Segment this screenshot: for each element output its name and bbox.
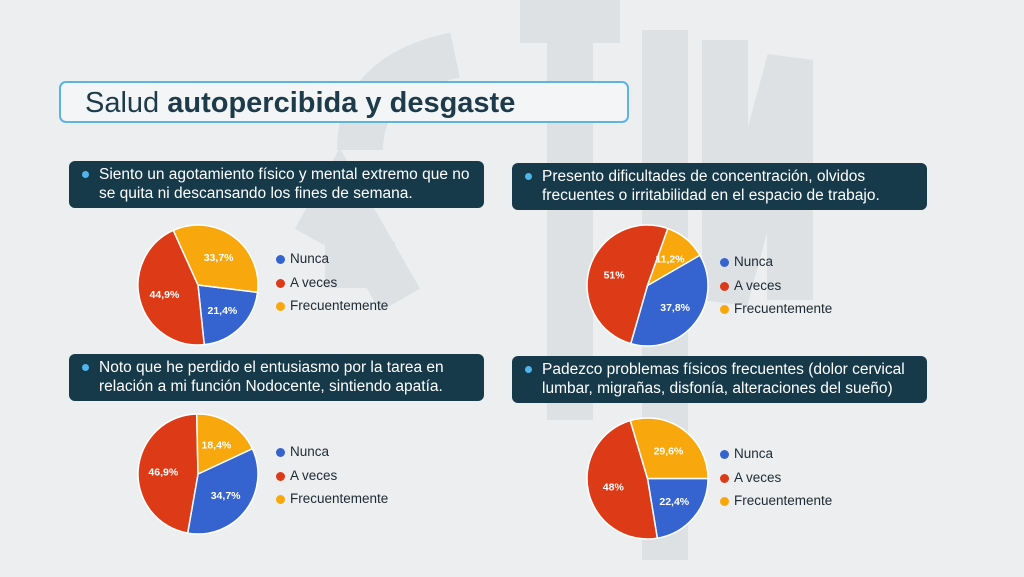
legend-item-aveces: A veces — [276, 468, 388, 492]
pie-label-aveces: 48% — [603, 481, 625, 493]
question-1-text: Siento un agotamiento físico y mental ex… — [99, 166, 470, 202]
bullet-icon — [525, 173, 532, 180]
pie-slice-aveces — [586, 419, 659, 540]
pie-slice-aveces — [586, 224, 669, 345]
pie-svg: 37,8% 51% 11,2% — [586, 224, 709, 347]
page-title: Salud autopercibida y desgaste — [85, 87, 515, 119]
legend-item-nunca: Nunca — [276, 251, 388, 275]
title-regular: Salud — [85, 87, 160, 119]
pie-slice-frecuentemente — [646, 227, 701, 288]
legend-label: Nunca — [290, 251, 330, 266]
pie-label-aveces: 51% — [604, 270, 626, 282]
pie-slice-aveces — [137, 229, 206, 346]
pie-svg: 22,4% 48% 29,6% — [586, 417, 709, 540]
pie-label-frecuentemente: 11,2% — [655, 254, 685, 266]
legend-dot-nunca — [720, 258, 729, 267]
legend-item-nunca: Nunca — [276, 444, 388, 468]
pie-label-frecuentemente: 33,7% — [204, 252, 234, 264]
legend-dot-aveces — [276, 471, 285, 481]
pie-label-aveces: 44,9% — [150, 289, 180, 301]
question-3-text: Noto que he perdido el entusiasmo por la… — [99, 359, 444, 395]
legend-label: A veces — [290, 467, 338, 483]
legend-item-frecuentemente: Frecuentemente — [720, 301, 832, 325]
pie-chart-3: 34,7% 46,9% 18,4% — [137, 413, 259, 535]
legend-dot-aveces — [720, 281, 729, 291]
pie-label-frecuentemente: 18,4% — [201, 439, 231, 451]
legend-item-aveces: A veces — [720, 470, 832, 494]
pie-slice-nunca — [646, 477, 709, 540]
legend-label: A veces — [290, 274, 338, 290]
pie-svg: 21,4% 44,9% 33,7% — [137, 224, 259, 346]
question-3-box: Noto que he perdido el entusiasmo por la… — [69, 354, 484, 401]
question-2-box: Presento dificultades de concentración, … — [512, 163, 927, 210]
bullet-icon — [525, 366, 532, 373]
legend-dot-nunca — [276, 255, 285, 264]
bullet-icon — [82, 364, 89, 371]
question-1-box: Siento un agotamiento físico y mental ex… — [69, 161, 484, 208]
legend-label: A veces — [734, 277, 782, 293]
pie-slice-nunca — [629, 254, 709, 347]
question-4-text: Padezco problemas físicos frecuentes (do… — [542, 361, 905, 397]
legend-label: Frecuentemente — [290, 298, 389, 313]
question-4-box: Padezco problemas físicos frecuentes (do… — [512, 356, 927, 403]
legend-label: Nunca — [734, 446, 774, 461]
pie-label-nunca: 34,7% — [211, 490, 241, 502]
legend-item-frecuentemente: Frecuentemente — [276, 298, 388, 322]
pie-slice-aveces — [137, 413, 199, 534]
pie-label-aveces: 46,9% — [148, 466, 178, 478]
pie-chart-2: 37,8% 51% 11,2% — [586, 224, 709, 347]
legend-dot-aveces — [720, 473, 729, 483]
legend-item-aveces: A veces — [720, 278, 832, 302]
bullet-icon — [82, 171, 89, 178]
legend-dot-aveces — [276, 278, 285, 288]
pie-svg: 34,7% 46,9% 18,4% — [137, 413, 259, 535]
pie-label-nunca: 22,4% — [659, 496, 689, 508]
legend-dot-nunca — [276, 448, 285, 457]
pie-slice-frecuentemente — [172, 224, 259, 294]
legend-dot-frecuentemente — [720, 497, 729, 506]
legend-item-nunca: Nunca — [720, 446, 832, 470]
pie-label-nunca: 37,8% — [660, 302, 690, 314]
legend-dot-nunca — [720, 450, 729, 459]
legend-3: Nunca A veces Frecuentemente — [276, 444, 388, 515]
pie-slice-nunca — [197, 284, 259, 346]
question-2-text: Presento dificultades de concentración, … — [542, 168, 880, 204]
legend-2: Nunca A veces Frecuentemente — [720, 254, 832, 325]
pie-slice-frecuentemente — [629, 417, 709, 480]
pie-slice-nunca — [186, 447, 259, 535]
pie-slice-frecuentemente — [195, 413, 254, 476]
pie-label-nunca: 21,4% — [207, 305, 237, 317]
legend-item-nunca: Nunca — [720, 254, 832, 278]
legend-label: Frecuentemente — [734, 301, 833, 316]
legend-dot-frecuentemente — [720, 305, 729, 314]
legend-4: Nunca A veces Frecuentemente — [720, 446, 832, 517]
legend-1: Nunca A veces Frecuentemente — [276, 251, 388, 322]
legend-label: Frecuentemente — [734, 493, 833, 508]
legend-item-aveces: A veces — [276, 275, 388, 299]
legend-label: Nunca — [734, 254, 774, 269]
legend-label: Nunca — [290, 444, 330, 459]
legend-item-frecuentemente: Frecuentemente — [276, 491, 388, 515]
legend-dot-frecuentemente — [276, 495, 285, 504]
legend-dot-frecuentemente — [276, 302, 285, 311]
legend-item-frecuentemente: Frecuentemente — [720, 493, 832, 517]
title-bold: autopercibida y desgaste — [167, 87, 516, 119]
legend-label: Frecuentemente — [290, 491, 389, 506]
pie-chart-1: 21,4% 44,9% 33,7% — [137, 224, 259, 346]
title-box: Salud autopercibida y desgaste — [59, 81, 629, 123]
legend-label: A veces — [734, 469, 782, 485]
pie-chart-4: 22,4% 48% 29,6% — [586, 417, 709, 540]
pie-label-frecuentemente: 29,6% — [654, 445, 684, 457]
